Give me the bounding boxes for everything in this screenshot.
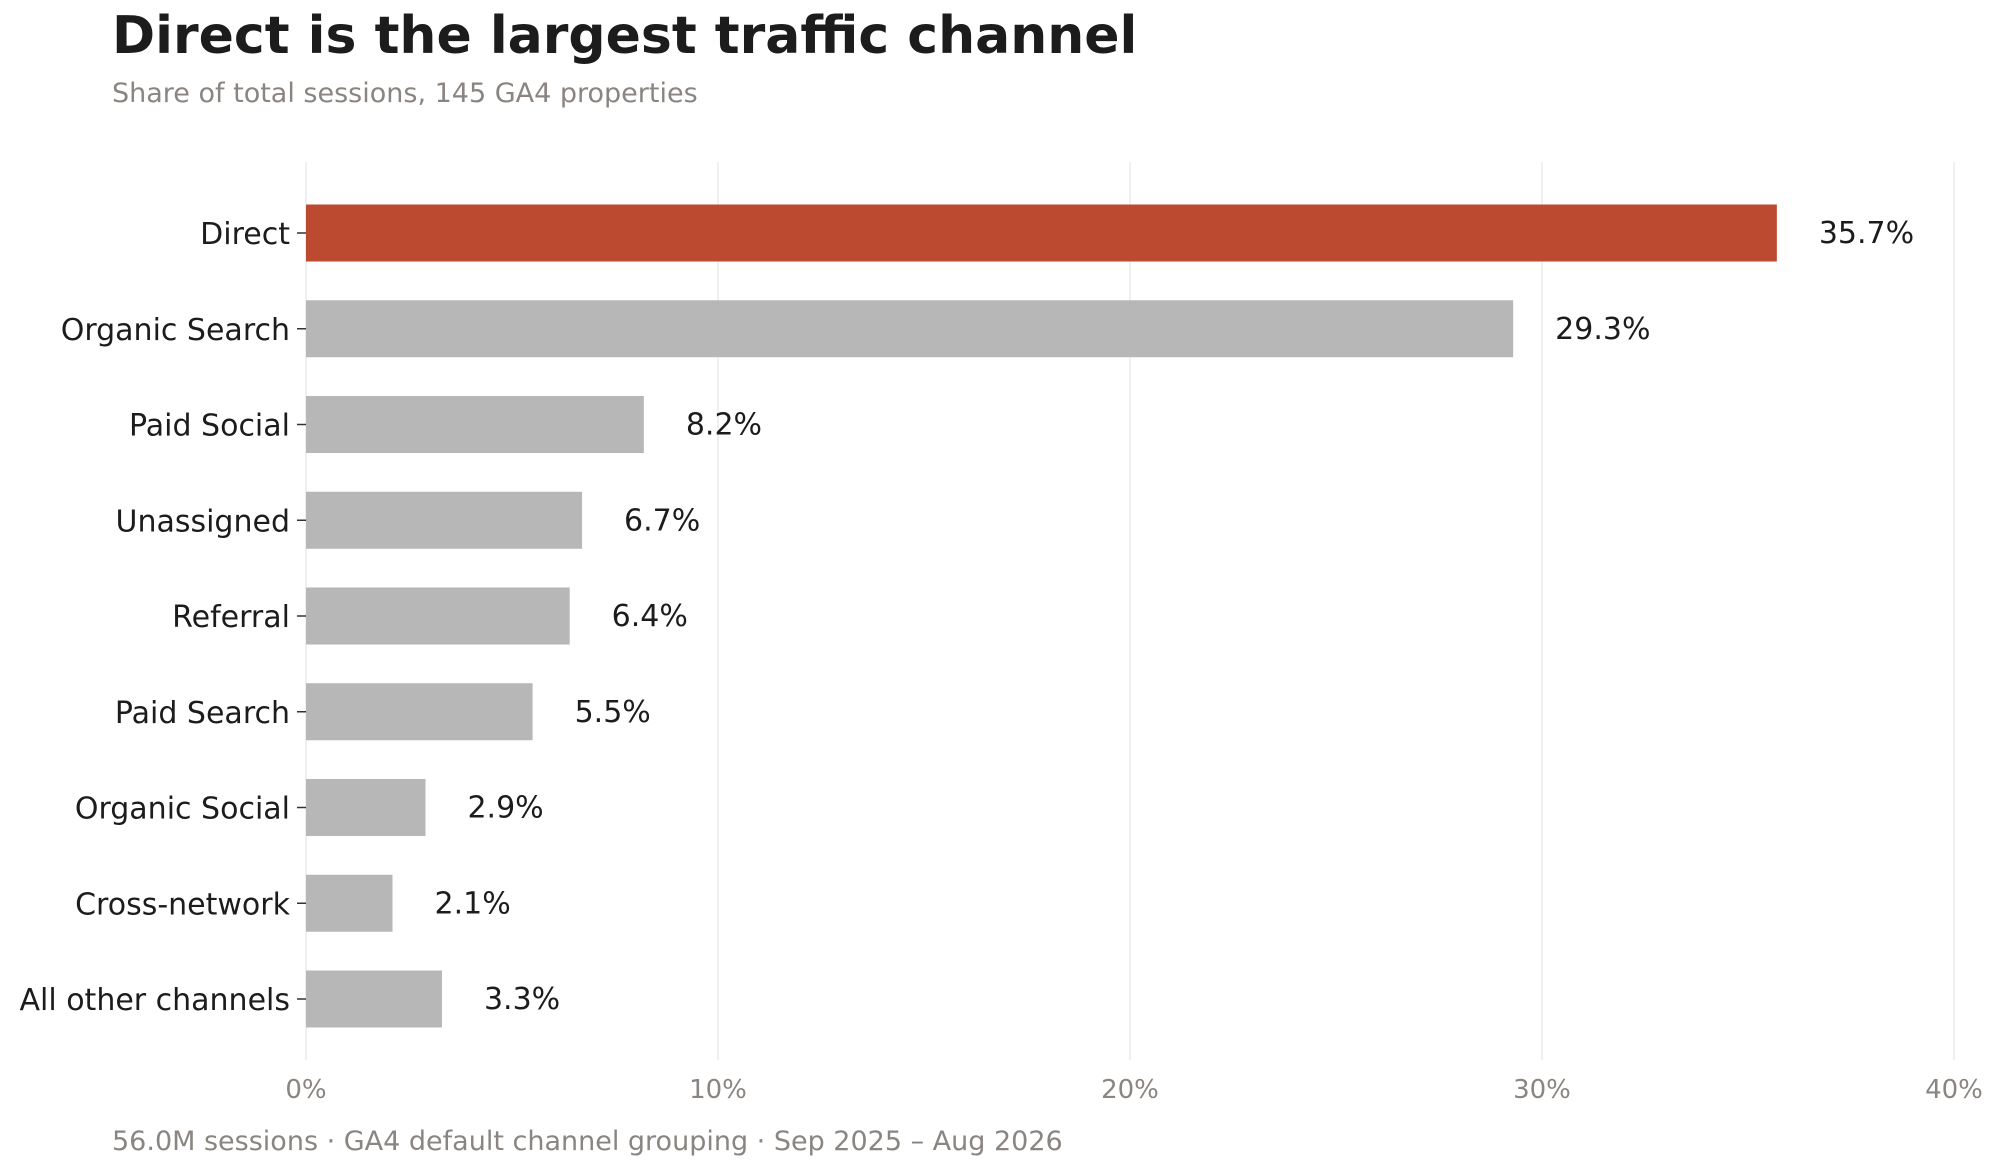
value-label: 8.2% [686,408,762,443]
bar [306,204,1777,262]
value-label: 35.7% [1819,216,1914,251]
x-tick-label: 0% [285,1075,326,1105]
bar [306,587,570,645]
bar [306,396,644,453]
category-label: Paid Search [115,696,290,731]
x-tick-label: 40% [1925,1075,1983,1105]
value-label: 6.7% [624,503,700,538]
chart-footnote: 56.0M sessions · GA4 default channel gro… [112,1126,1063,1157]
x-tick-label: 20% [1101,1075,1159,1105]
category-label: Cross-network [75,887,291,922]
bar [306,874,393,932]
chart-title: Direct is the largest traffic channel [112,6,1138,66]
bar [306,779,426,836]
category-label: Referral [172,600,290,635]
category-label: All other channels [19,983,290,1018]
value-label: 2.9% [467,791,543,826]
bar [306,491,583,549]
labels: 0% 10% 20% 30% 40% Direct 35.7% Organic Search 2… [19,216,1982,1105]
category-label: Organic Social [75,792,290,827]
chart-subtitle: Share of total sessions, 145 GA4 propert… [112,78,698,109]
category-label: Paid Social [129,409,290,444]
value-label: 6.4% [612,599,688,634]
category-label: Organic Search [61,313,290,348]
x-tick-label: 10% [689,1075,747,1105]
value-label: 29.3% [1555,312,1650,347]
bar [306,970,442,1028]
bar [306,683,533,741]
category-label: Direct [200,217,290,252]
value-label: 2.1% [435,886,511,921]
value-label: 3.3% [484,982,560,1017]
category-label: Unassigned [115,504,290,539]
x-tick-label: 30% [1513,1075,1571,1105]
value-label: 5.5% [575,695,651,730]
bar [306,300,1514,358]
bars [306,204,1777,1028]
